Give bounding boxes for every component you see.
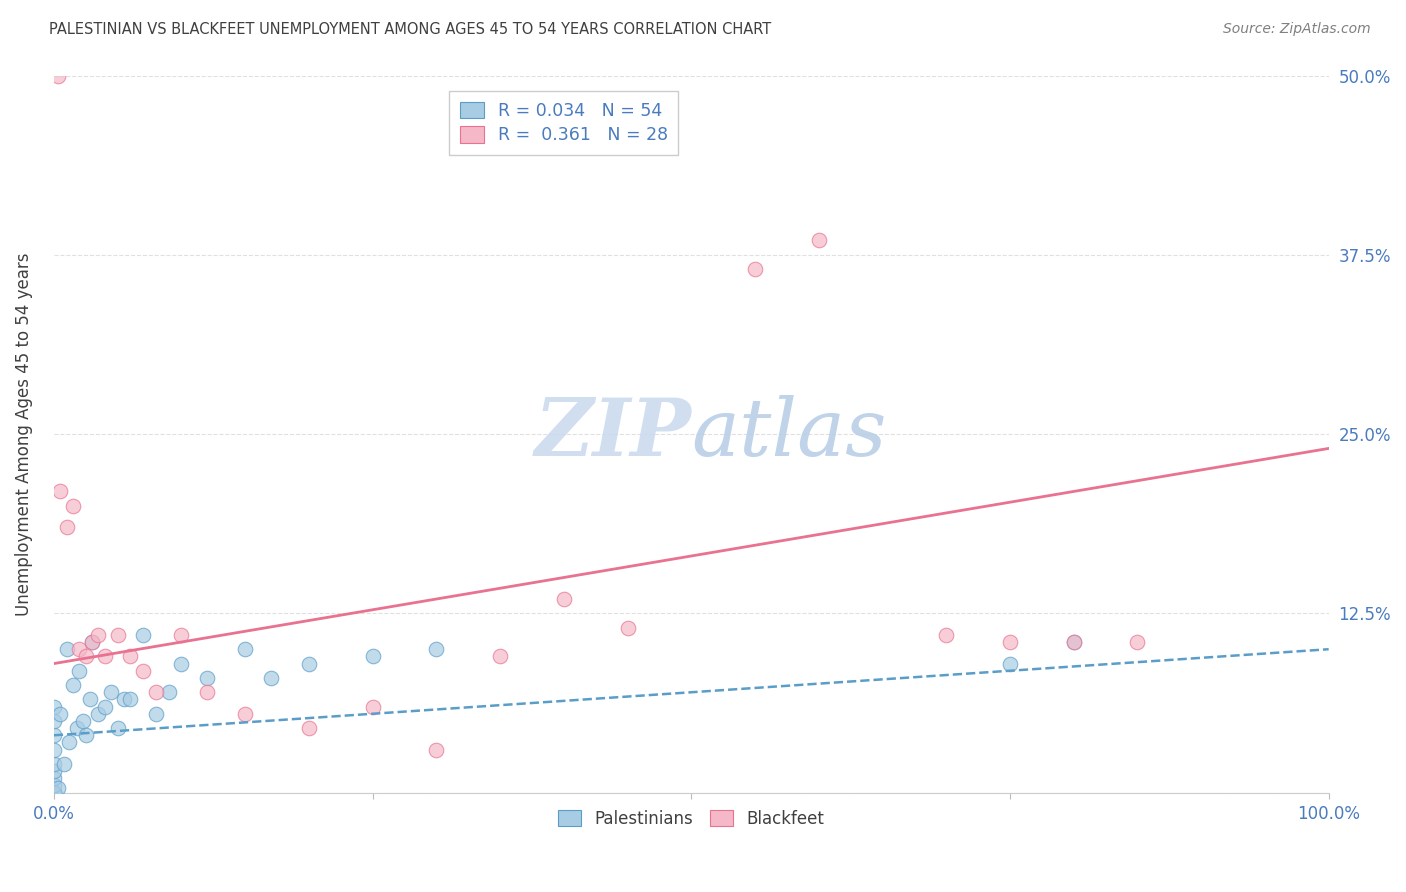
Point: [72, 714, 94, 728]
Point: [120, 649, 142, 664]
Point: [361, 699, 384, 714]
Point: [100, 685, 122, 699]
Point: [42, 779, 65, 793]
Point: [42, 786, 65, 800]
Point: [67, 642, 90, 657]
Point: [42, 786, 65, 800]
Point: [67, 664, 90, 678]
Point: [998, 635, 1021, 649]
Point: [42, 786, 65, 800]
Point: [79, 692, 101, 706]
Point: [298, 721, 321, 735]
Point: [998, 657, 1021, 671]
Point: [233, 706, 256, 721]
Point: [42, 728, 65, 742]
Text: atlas: atlas: [692, 395, 887, 473]
Point: [94, 699, 117, 714]
Point: [807, 234, 830, 248]
Point: [62, 499, 84, 513]
Point: [112, 692, 135, 706]
Point: [42, 786, 65, 800]
Point: [49, 484, 72, 499]
Point: [55, 642, 77, 657]
Point: [42, 786, 65, 800]
Point: [145, 685, 167, 699]
Point: [157, 685, 180, 699]
Point: [66, 721, 89, 735]
Point: [744, 262, 766, 277]
Point: [259, 671, 281, 685]
Point: [132, 664, 155, 678]
Point: [58, 735, 80, 749]
Point: [42, 764, 65, 779]
Point: [80, 635, 103, 649]
Point: [87, 628, 110, 642]
Point: [107, 721, 129, 735]
Point: [233, 642, 256, 657]
Point: [616, 621, 638, 635]
Point: [75, 649, 97, 664]
Point: [489, 649, 512, 664]
Point: [1063, 635, 1085, 649]
Point: [195, 685, 218, 699]
Point: [42, 786, 65, 800]
Point: [94, 649, 117, 664]
Point: [42, 786, 65, 800]
Point: [425, 642, 447, 657]
Point: [42, 786, 65, 800]
Point: [42, 786, 65, 800]
Point: [42, 756, 65, 771]
Point: [42, 786, 65, 800]
Point: [46, 781, 69, 796]
Point: [1126, 635, 1149, 649]
Point: [170, 628, 193, 642]
Point: [107, 628, 129, 642]
Point: [42, 786, 65, 800]
Point: [120, 692, 142, 706]
Point: [1063, 635, 1085, 649]
Point: [553, 592, 575, 607]
Point: [145, 706, 167, 721]
Point: [42, 786, 65, 800]
Point: [55, 520, 77, 534]
Legend: Palestinians, Blackfeet: Palestinians, Blackfeet: [551, 803, 831, 835]
Point: [42, 742, 65, 756]
Point: [42, 714, 65, 728]
Point: [935, 628, 957, 642]
Point: [46, 69, 69, 83]
Text: ZIP: ZIP: [534, 395, 692, 473]
Point: [425, 742, 447, 756]
Point: [49, 706, 72, 721]
Text: PALESTINIAN VS BLACKFEET UNEMPLOYMENT AMONG AGES 45 TO 54 YEARS CORRELATION CHAR: PALESTINIAN VS BLACKFEET UNEMPLOYMENT AM…: [49, 22, 772, 37]
Point: [42, 786, 65, 800]
Point: [42, 786, 65, 800]
Point: [42, 772, 65, 786]
Point: [361, 649, 384, 664]
Text: Source: ZipAtlas.com: Source: ZipAtlas.com: [1223, 22, 1371, 37]
Point: [62, 678, 84, 692]
Point: [170, 657, 193, 671]
Y-axis label: Unemployment Among Ages 45 to 54 years: Unemployment Among Ages 45 to 54 years: [15, 252, 32, 615]
Point: [53, 756, 76, 771]
Point: [80, 635, 103, 649]
Point: [195, 671, 218, 685]
Point: [132, 628, 155, 642]
Point: [42, 786, 65, 800]
Point: [87, 706, 110, 721]
Point: [42, 699, 65, 714]
Point: [75, 728, 97, 742]
Point: [298, 657, 321, 671]
Point: [42, 786, 65, 800]
